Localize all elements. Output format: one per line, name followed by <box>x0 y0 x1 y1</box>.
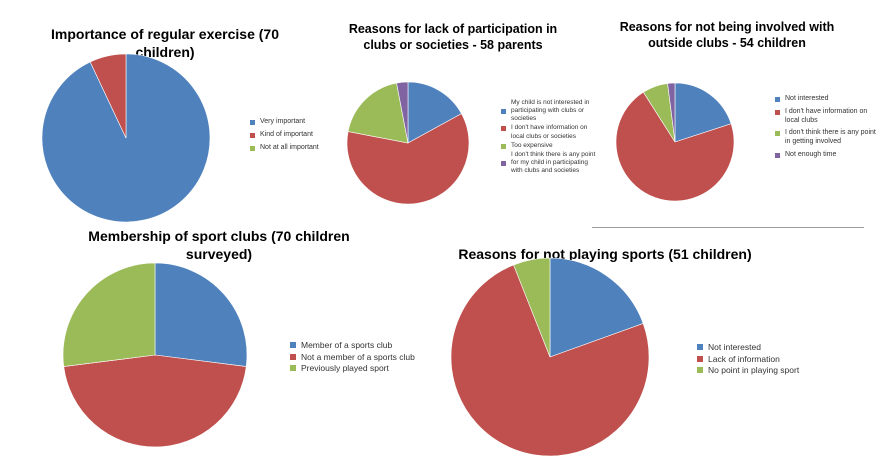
pie-slice-i-don-t-think-there-is-any-point-for-my- <box>396 81 409 144</box>
legend-label: Not interested <box>708 342 761 352</box>
legend-label: I don't have information on <box>785 107 868 115</box>
legend-label: I don't have information on <box>511 124 588 132</box>
pie-slice-lack-of-information <box>450 264 650 457</box>
pie-slice-no-point-in-playing-sport <box>513 257 551 358</box>
chart-legend: My child is not interested in participati… <box>501 99 599 175</box>
legend-label: Member of a sports club <box>301 340 393 350</box>
legend-swatch <box>501 109 506 114</box>
legend-swatch <box>290 365 296 372</box>
legend-label: I don't think there is any point <box>511 150 596 158</box>
legend-swatch <box>250 120 255 125</box>
legend-label: I don't think there is any point <box>785 129 876 137</box>
chart-title: Reasons for not being involved with outs… <box>619 20 835 50</box>
legend-item: Kind of important <box>250 131 370 140</box>
pie-slice-i-don-t-have-information-on-local-clubs- <box>346 113 470 205</box>
legend-label: Not enough time <box>785 150 837 158</box>
legend-item: Too expensive <box>501 142 599 150</box>
legend-item: No point in playing sport <box>697 365 817 376</box>
chart-title: Reasons for not playing sports (51 child… <box>458 246 752 262</box>
panel-border <box>592 227 864 228</box>
legend-swatch <box>290 342 296 348</box>
legend-label: Not a member of a sports club <box>301 351 415 362</box>
pie-slice-my-child-is-not-interested-in-participat <box>407 81 462 144</box>
legend-label: participating with clubs or <box>511 107 584 115</box>
legend-swatch <box>697 344 703 350</box>
legend-label: societies <box>511 115 537 123</box>
chart-legend: Very important Kind of important Not at al… <box>250 118 370 152</box>
legend-label: Very important <box>260 118 306 125</box>
legend-swatch <box>697 367 703 374</box>
legend-label: Too expensive <box>511 141 553 149</box>
pie-slice-i-don-t-have-information-on-local-clubs <box>615 91 735 202</box>
legend-item: My child is not interested in participati… <box>501 99 599 123</box>
pie-slice-not-interested <box>549 257 644 358</box>
legend-item: Very important <box>250 118 370 127</box>
legend-swatch <box>501 126 506 132</box>
legend-label: Not interested <box>785 95 829 102</box>
pie-slice-too-expensive <box>347 82 409 144</box>
legend-item: Not at all important <box>250 144 370 153</box>
legend-label: local clubs <box>785 116 818 124</box>
legend-label: Not at all important <box>260 143 319 151</box>
legend-label: Previously played sport <box>301 363 389 374</box>
legend-item: Previously played sport <box>290 363 440 374</box>
pie-slice-not-enough-time <box>667 82 676 143</box>
legend-label: local clubs or societies <box>511 132 577 140</box>
chart-legend: Member of a sports club Not a member of a… <box>290 340 440 374</box>
legend-swatch <box>775 152 780 158</box>
legend-label: My child is not interested in <box>511 99 590 106</box>
legend-item: I don't think there is any point for my c… <box>501 151 599 175</box>
legend-swatch <box>501 143 506 149</box>
legend-swatch <box>775 97 780 102</box>
chart-title: Reasons for lack of participation in clu… <box>348 22 558 52</box>
legend-swatch <box>290 353 296 360</box>
legend-item: I don't have information on local clubs <box>775 108 885 126</box>
legend-swatch <box>250 132 255 138</box>
pie-slice-kind-of-important <box>89 53 127 139</box>
pie-slice-not-interested <box>674 82 732 143</box>
legend-item: I don't think there is any point in getti… <box>775 129 885 147</box>
chart-title: Membership of sport clubs (70 children s… <box>88 228 350 262</box>
legend-item: Lack of information <box>697 354 817 365</box>
pie-slice-not-a-member-of-a-sports-club <box>63 354 247 448</box>
legend-swatch <box>775 109 780 115</box>
pie-slice-previously-played-sport <box>62 262 156 367</box>
chart-title: Importance of regular exercise (70 child… <box>51 26 279 60</box>
legend-item: Not a member of a sports club <box>290 352 440 363</box>
legend-swatch <box>697 355 703 362</box>
legend-swatch <box>501 160 506 166</box>
legend-item: I don't have information on local clubs o… <box>501 124 599 140</box>
legend-label: in getting involved <box>785 138 842 145</box>
chart-legend: Not interested I don't have information o… <box>775 95 885 160</box>
legend-swatch <box>250 145 255 151</box>
legend-item: Not interested <box>775 95 885 104</box>
legend-label: for my child in participating <box>511 158 588 166</box>
legend-item: Not interested <box>697 342 817 353</box>
pie-slice-member-of-a-sports-club <box>154 262 248 367</box>
legend-label: Kind of important <box>260 130 313 138</box>
legend-label: with clubs and societies <box>511 167 580 174</box>
legend-item: Not enough time <box>775 151 885 160</box>
legend-label: No point in playing sport <box>708 365 800 376</box>
legend-label: Lack of information <box>708 353 780 364</box>
chart-legend: Not interested Lack of information No poin… <box>697 342 817 376</box>
legend-swatch <box>775 131 780 137</box>
legend-item: Member of a sports club <box>290 340 440 351</box>
